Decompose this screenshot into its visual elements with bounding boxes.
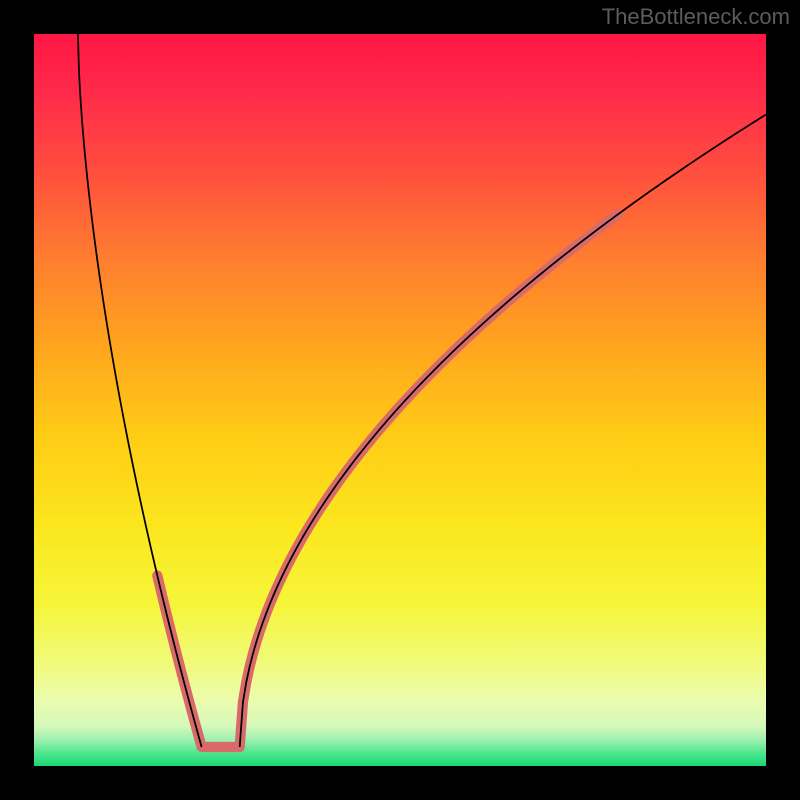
bottleneck-curve-left — [78, 34, 202, 747]
plot-area — [34, 34, 766, 766]
curve-layer — [34, 34, 766, 766]
watermark-text: TheBottleneck.com — [602, 4, 790, 30]
bottleneck-curve-right — [240, 115, 766, 747]
accent-marker — [157, 214, 618, 747]
stage: TheBottleneck.com — [0, 0, 800, 800]
